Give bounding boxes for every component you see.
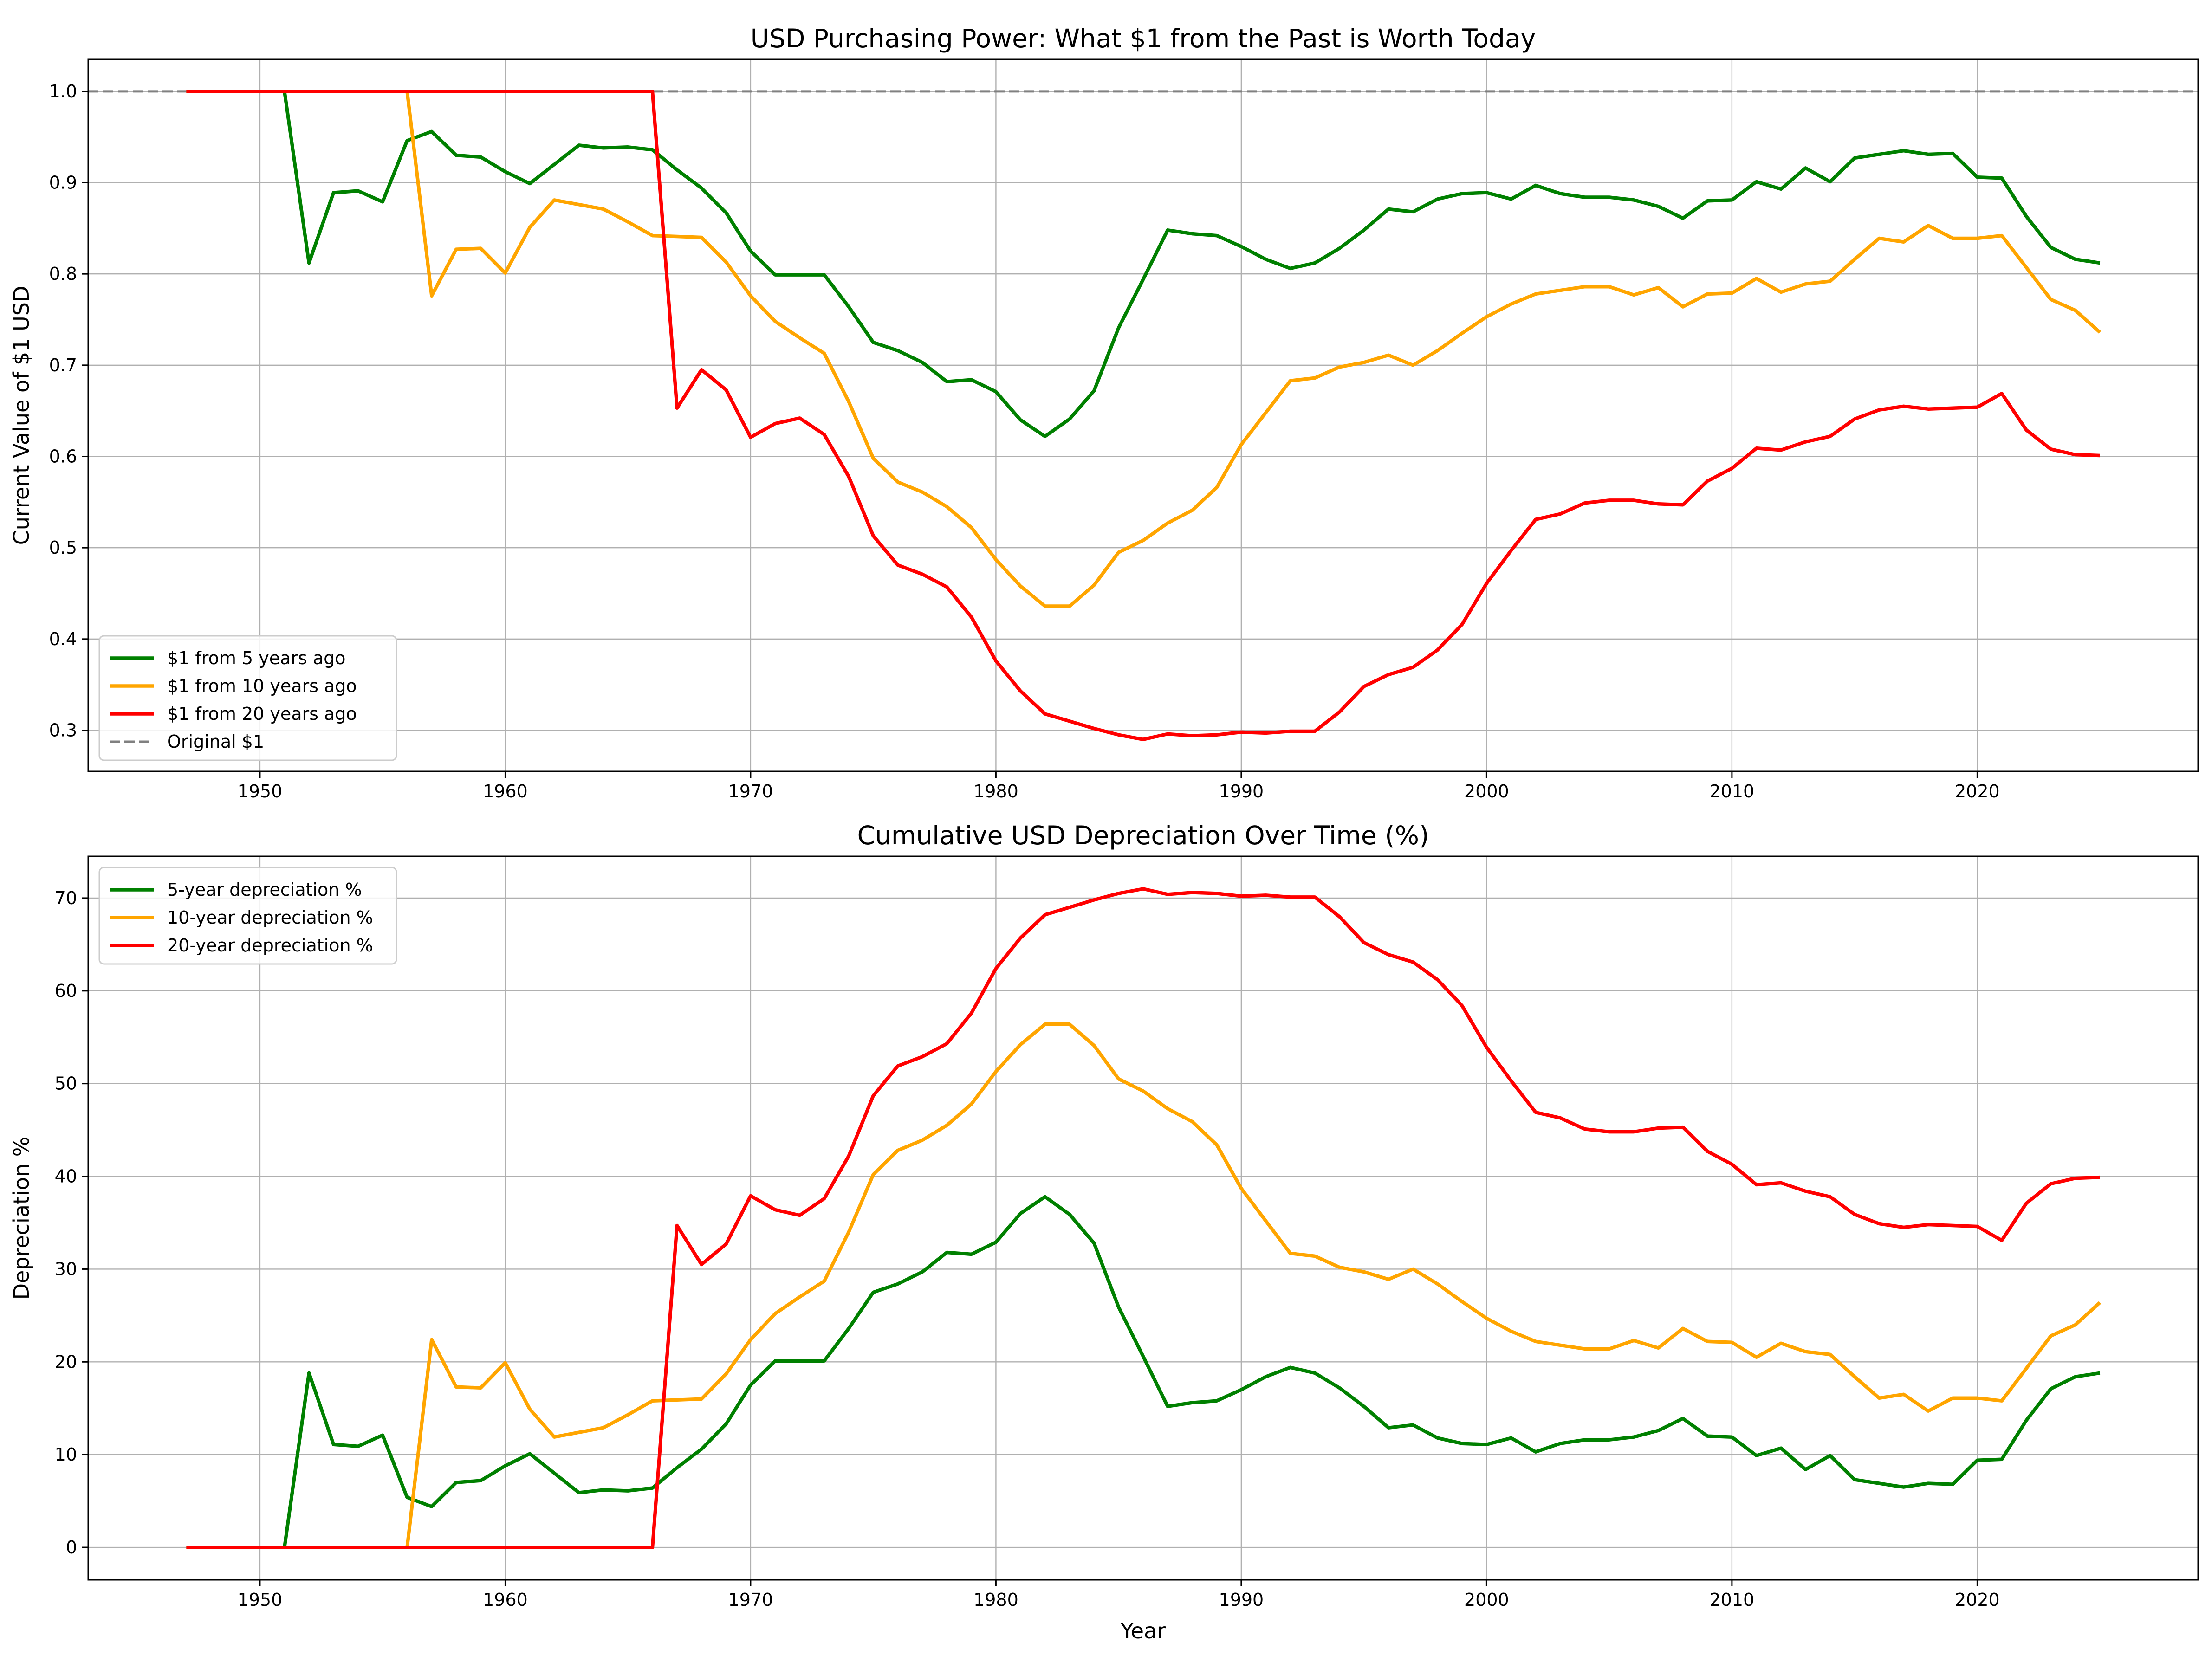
- x-tick-label: 1980: [973, 1590, 1018, 1610]
- chart-title: USD Purchasing Power: What $1 from the P…: [751, 24, 1536, 53]
- x-tick-label: 1970: [728, 1590, 773, 1610]
- y-tick-label: 0: [66, 1537, 77, 1558]
- x-tick-label: 1990: [1219, 781, 1264, 802]
- series-line-20-year: [186, 90, 2100, 741]
- y-tick-label: 0.4: [49, 629, 77, 649]
- x-tick-label: 1950: [238, 1590, 283, 1610]
- series-line-5-year: [186, 90, 2101, 438]
- x-tick-label: 1960: [483, 1590, 528, 1610]
- y-axis-label: Current Value of $1 USD: [9, 286, 34, 545]
- x-tick-label: 2020: [1955, 781, 2000, 802]
- plot-frame: [87, 855, 2199, 1581]
- x-tick-label: 1970: [728, 781, 773, 802]
- legend-label: $1 from 20 years ago: [167, 704, 357, 724]
- y-tick-label: 0.9: [49, 173, 77, 193]
- y-tick-label: 0.6: [49, 446, 77, 467]
- legend-label: $1 from 5 years ago: [167, 648, 346, 668]
- y-tick-label: 30: [55, 1259, 77, 1279]
- series-line-10-year: [186, 90, 2102, 608]
- x-tick-label: 1980: [973, 781, 1018, 802]
- legend-label: $1 from 10 years ago: [167, 676, 357, 696]
- bottom-chart: 1950 1960 1970 1980 1990 2000 2010 2020 0 10 20 30 4…: [9, 821, 2199, 1643]
- y-tick-label: 10: [55, 1444, 77, 1465]
- y-tick-label: 0.5: [49, 537, 77, 558]
- legend-box: [98, 635, 397, 761]
- legend-label: 10-year depreciation %: [167, 907, 373, 928]
- legend: $1 from 5 years ago $1 from 10 years ago $…: [98, 635, 397, 761]
- top-chart: 1950 1960 1970 1980 1990 2000 2010 2020 0.3 0.4 0.…: [9, 24, 2199, 802]
- legend: 5-year depreciation % 10-year depreciatio…: [98, 867, 397, 965]
- y-tick-label: 0.7: [49, 355, 77, 375]
- y-tick-label: 1.0: [49, 81, 77, 102]
- x-axis-label: Year: [1120, 1618, 1166, 1643]
- y-tick-label: 60: [55, 981, 77, 1001]
- x-tick-label: 2010: [1710, 781, 1755, 802]
- y-tick-label: 50: [55, 1074, 77, 1094]
- x-tick-label: 2010: [1710, 1590, 1755, 1610]
- legend-box: [98, 867, 397, 965]
- series-line-20-year: [186, 887, 2100, 1549]
- legend-label: 5-year depreciation %: [167, 880, 362, 900]
- y-tick-label: 20: [55, 1352, 77, 1372]
- y-tick-label: 0.3: [49, 720, 77, 741]
- x-tick-label: 1950: [238, 781, 283, 802]
- y-axis-label: Depreciation %: [9, 1137, 34, 1300]
- x-tick-label: 2020: [1955, 1590, 2000, 1610]
- y-tick-label: 70: [55, 888, 77, 908]
- legend-label: Original $1: [167, 731, 264, 752]
- series-line-5-year: [186, 1195, 2101, 1549]
- x-tick-label: 1960: [483, 781, 528, 802]
- series-line-10-year: [186, 1022, 2102, 1549]
- chart-title: Cumulative USD Depreciation Over Time (%…: [857, 821, 1429, 850]
- x-tick-label: 2000: [1464, 1590, 1509, 1610]
- y-tick-label: 40: [55, 1166, 77, 1187]
- y-tick-label: 0.8: [49, 264, 77, 284]
- legend-label: 20-year depreciation %: [167, 935, 373, 956]
- x-tick-label: 2000: [1464, 781, 1509, 802]
- x-tick-label: 1990: [1219, 1590, 1264, 1610]
- plot-frame: [87, 58, 2199, 772]
